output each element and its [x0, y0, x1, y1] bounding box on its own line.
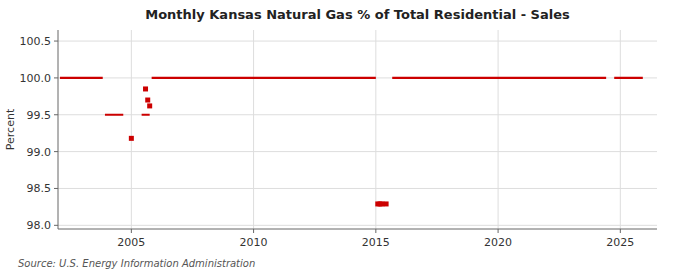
y-tick: [54, 77, 58, 78]
x-tick: [253, 229, 254, 233]
grid-line-y: [58, 41, 657, 42]
x-tick-label: 2005: [117, 236, 145, 249]
y-tick-label: 100.5: [20, 35, 52, 48]
y-tick-label: 100.0: [20, 72, 52, 85]
background: [0, 0, 675, 275]
point: [147, 103, 152, 108]
x-tick-label: 2020: [484, 236, 512, 249]
y-tick-label: 98.5: [27, 182, 52, 195]
point: [129, 136, 134, 141]
y-tick: [54, 41, 58, 42]
grid-line-y: [58, 77, 657, 78]
x-tick-label: 2015: [362, 236, 390, 249]
grid-line-y: [58, 225, 657, 226]
y-tick: [54, 188, 58, 189]
grid-line-y: [58, 151, 657, 152]
grid-line-x: [131, 30, 132, 229]
grid-line-x: [620, 30, 621, 229]
x-axis-line: [58, 229, 657, 230]
grid-line-x: [498, 30, 499, 229]
y-axis-line: [58, 30, 59, 229]
x-tick: [620, 229, 621, 233]
point: [143, 86, 148, 91]
marks: [60, 78, 643, 207]
line: [105, 114, 150, 116]
line: [60, 77, 643, 79]
point: [145, 98, 150, 103]
x-tick-label: 2025: [606, 236, 634, 249]
point: [384, 201, 389, 206]
grid: [58, 30, 657, 229]
y-tick: [54, 225, 58, 226]
x-tick: [498, 229, 499, 233]
x-tick-label: 2010: [240, 236, 268, 249]
grid-line-x: [375, 30, 376, 229]
x-tick: [375, 229, 376, 233]
x-tick: [131, 229, 132, 233]
title: Monthly Kansas Natural Gas % of Total Re…: [145, 7, 570, 22]
grid-line-x: [253, 30, 254, 229]
source-annotation: Source: U.S. Energy Information Administ…: [18, 258, 255, 269]
chart: 98.0 98.5 99.0 99.5 100.0 100.5 2005 2010 2015 20…: [0, 0, 675, 275]
y-tick-label: 98.0: [27, 219, 52, 232]
y-tick: [54, 151, 58, 152]
y-tick: [54, 114, 58, 115]
axes: 98.0 98.5 99.0 99.5 100.0 100.5 2005 2010 2015 20…: [20, 30, 658, 249]
y-axis-label: Percent: [4, 108, 17, 150]
y-tick-label: 99.0: [27, 146, 52, 159]
grid-line-y: [58, 114, 657, 115]
grid-line-y: [58, 188, 657, 189]
y-tick-label: 99.5: [27, 109, 52, 122]
